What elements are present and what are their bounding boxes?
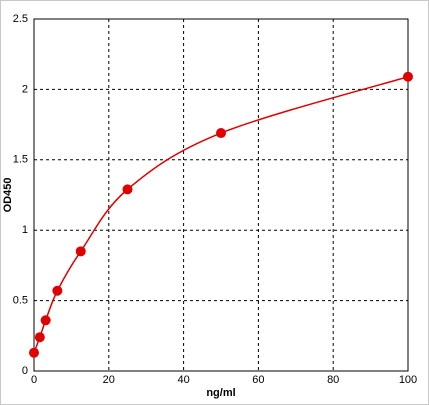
- point: [29, 347, 39, 358]
- y-tick-label: 2.5: [13, 13, 28, 25]
- y-axis-label: OD450: [2, 178, 14, 213]
- x-tick-label: 0: [31, 374, 37, 386]
- point: [122, 184, 133, 195]
- x-axis-label: ng/ml: [206, 387, 235, 399]
- plot-frame: [33, 18, 409, 372]
- x-tick-label: 40: [177, 374, 189, 386]
- point: [216, 128, 226, 139]
- point: [34, 332, 45, 343]
- x-tick-label: 80: [327, 374, 339, 386]
- y-tick-label: 1.5: [13, 154, 28, 166]
- x-tick-label: 60: [252, 374, 264, 386]
- y-tick-label: 0.5: [13, 295, 28, 307]
- point: [40, 315, 51, 326]
- point: [75, 246, 86, 257]
- x-tick-label: 20: [103, 374, 115, 386]
- y-tick-label: 1: [22, 224, 28, 236]
- point: [403, 71, 413, 82]
- plot-area: [34, 19, 408, 371]
- point: [52, 285, 63, 296]
- y-tick-label: 0: [22, 365, 28, 377]
- x-tick-label: 100: [399, 374, 417, 386]
- y-tick-label: 2: [22, 83, 28, 95]
